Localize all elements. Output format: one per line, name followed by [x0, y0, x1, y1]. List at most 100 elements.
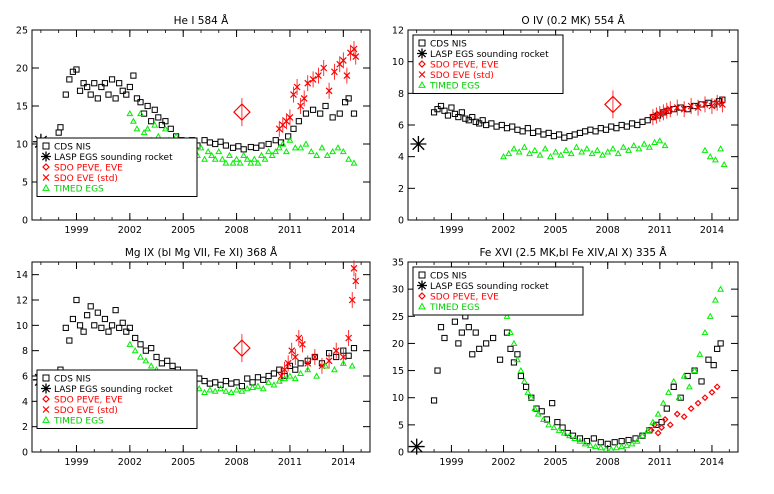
data-point [701, 328, 709, 336]
data-point [458, 109, 465, 116]
data-point [694, 399, 702, 407]
legend-label: TIMED EGS [429, 303, 480, 313]
data-point [155, 114, 162, 121]
data-point [592, 442, 600, 450]
data-point [272, 147, 280, 155]
data-point [313, 372, 321, 379]
data-point [62, 91, 69, 98]
data-point [691, 366, 699, 374]
data-point [645, 143, 653, 150]
legend-label: CDS NIS [430, 272, 467, 282]
legend-label: SDO EVE (std) [430, 71, 494, 81]
data-point [350, 345, 358, 352]
data-point [158, 360, 165, 367]
data-point [437, 102, 445, 110]
legend-marker [41, 151, 51, 162]
y-tick-label: 8 [22, 346, 28, 357]
data-point [137, 109, 144, 117]
data-point [696, 350, 704, 357]
data-point [105, 91, 112, 98]
data-point [523, 383, 530, 390]
legend-marker [418, 60, 426, 68]
data-point [520, 377, 528, 385]
data-point [561, 134, 568, 141]
data-point [253, 144, 260, 151]
data-point [479, 117, 486, 124]
data-point [573, 143, 580, 150]
data-point [714, 345, 721, 352]
data-point [684, 106, 691, 113]
x-tick-label: 2014 [331, 225, 355, 236]
legend-marker [417, 48, 427, 59]
data-point [661, 415, 669, 423]
data-point [84, 83, 91, 91]
x-tick-label: 2008 [596, 457, 620, 468]
data-point [206, 139, 213, 146]
data-point [334, 144, 342, 151]
data-point [430, 397, 438, 404]
data-point [290, 91, 297, 99]
legend-marker [418, 302, 426, 310]
x-tick-label: 1999 [439, 225, 463, 236]
data-point [524, 125, 531, 132]
data-point [286, 372, 294, 379]
legend-label: SDO PEVE, EVE [54, 164, 123, 174]
data-point [279, 140, 287, 147]
data-point [520, 143, 528, 150]
data-point [493, 123, 500, 130]
legend-label: TIMED EGS [53, 417, 104, 427]
data-point [531, 146, 539, 153]
data-point [206, 380, 213, 387]
x-tick-label: 2011 [648, 457, 672, 468]
data-point [260, 376, 267, 383]
y-tick-label: 8 [398, 89, 404, 100]
data-point [434, 106, 441, 113]
legend-marker [42, 415, 50, 423]
data-point [350, 159, 358, 166]
data-point [680, 105, 688, 113]
chart-panel: O IV (0.2 MK) 554 Å 1999 2002 2005 2008 2011 2… [392, 14, 739, 236]
data-point [201, 377, 208, 385]
data-point [339, 56, 347, 64]
legend-box [36, 137, 198, 197]
data-point [162, 118, 169, 125]
data-point [628, 120, 636, 127]
data-point [108, 76, 116, 83]
data-point [290, 125, 297, 132]
data-point [76, 322, 84, 329]
data-point [304, 79, 312, 87]
data-point [665, 388, 672, 395]
data-point [212, 379, 219, 386]
data-point [552, 148, 560, 155]
data-point [265, 140, 272, 148]
data-point [144, 102, 151, 110]
data-point [233, 386, 241, 393]
data-point [87, 303, 94, 310]
legend-box [36, 369, 198, 429]
data-point [201, 155, 209, 162]
data-point [483, 340, 490, 347]
data-point [345, 352, 352, 359]
data-point [510, 145, 518, 152]
data-point [222, 159, 230, 166]
data-point [286, 113, 294, 121]
data-point [554, 419, 561, 426]
data-point [526, 149, 534, 157]
y-tick-label: 4 [22, 397, 28, 408]
data-point [656, 137, 664, 144]
data-point [576, 129, 584, 137]
data-point [710, 362, 717, 369]
data-point [126, 324, 133, 331]
data-point [711, 156, 719, 163]
data-point [348, 296, 356, 304]
data-point [587, 126, 594, 133]
legend-marker [42, 406, 50, 413]
data-point [240, 146, 247, 153]
data-point [291, 353, 299, 361]
data-point [217, 138, 224, 145]
data-point [658, 424, 666, 432]
data-point [247, 159, 255, 166]
data-point [286, 362, 294, 369]
data-point [285, 133, 292, 140]
data-point [343, 72, 351, 80]
